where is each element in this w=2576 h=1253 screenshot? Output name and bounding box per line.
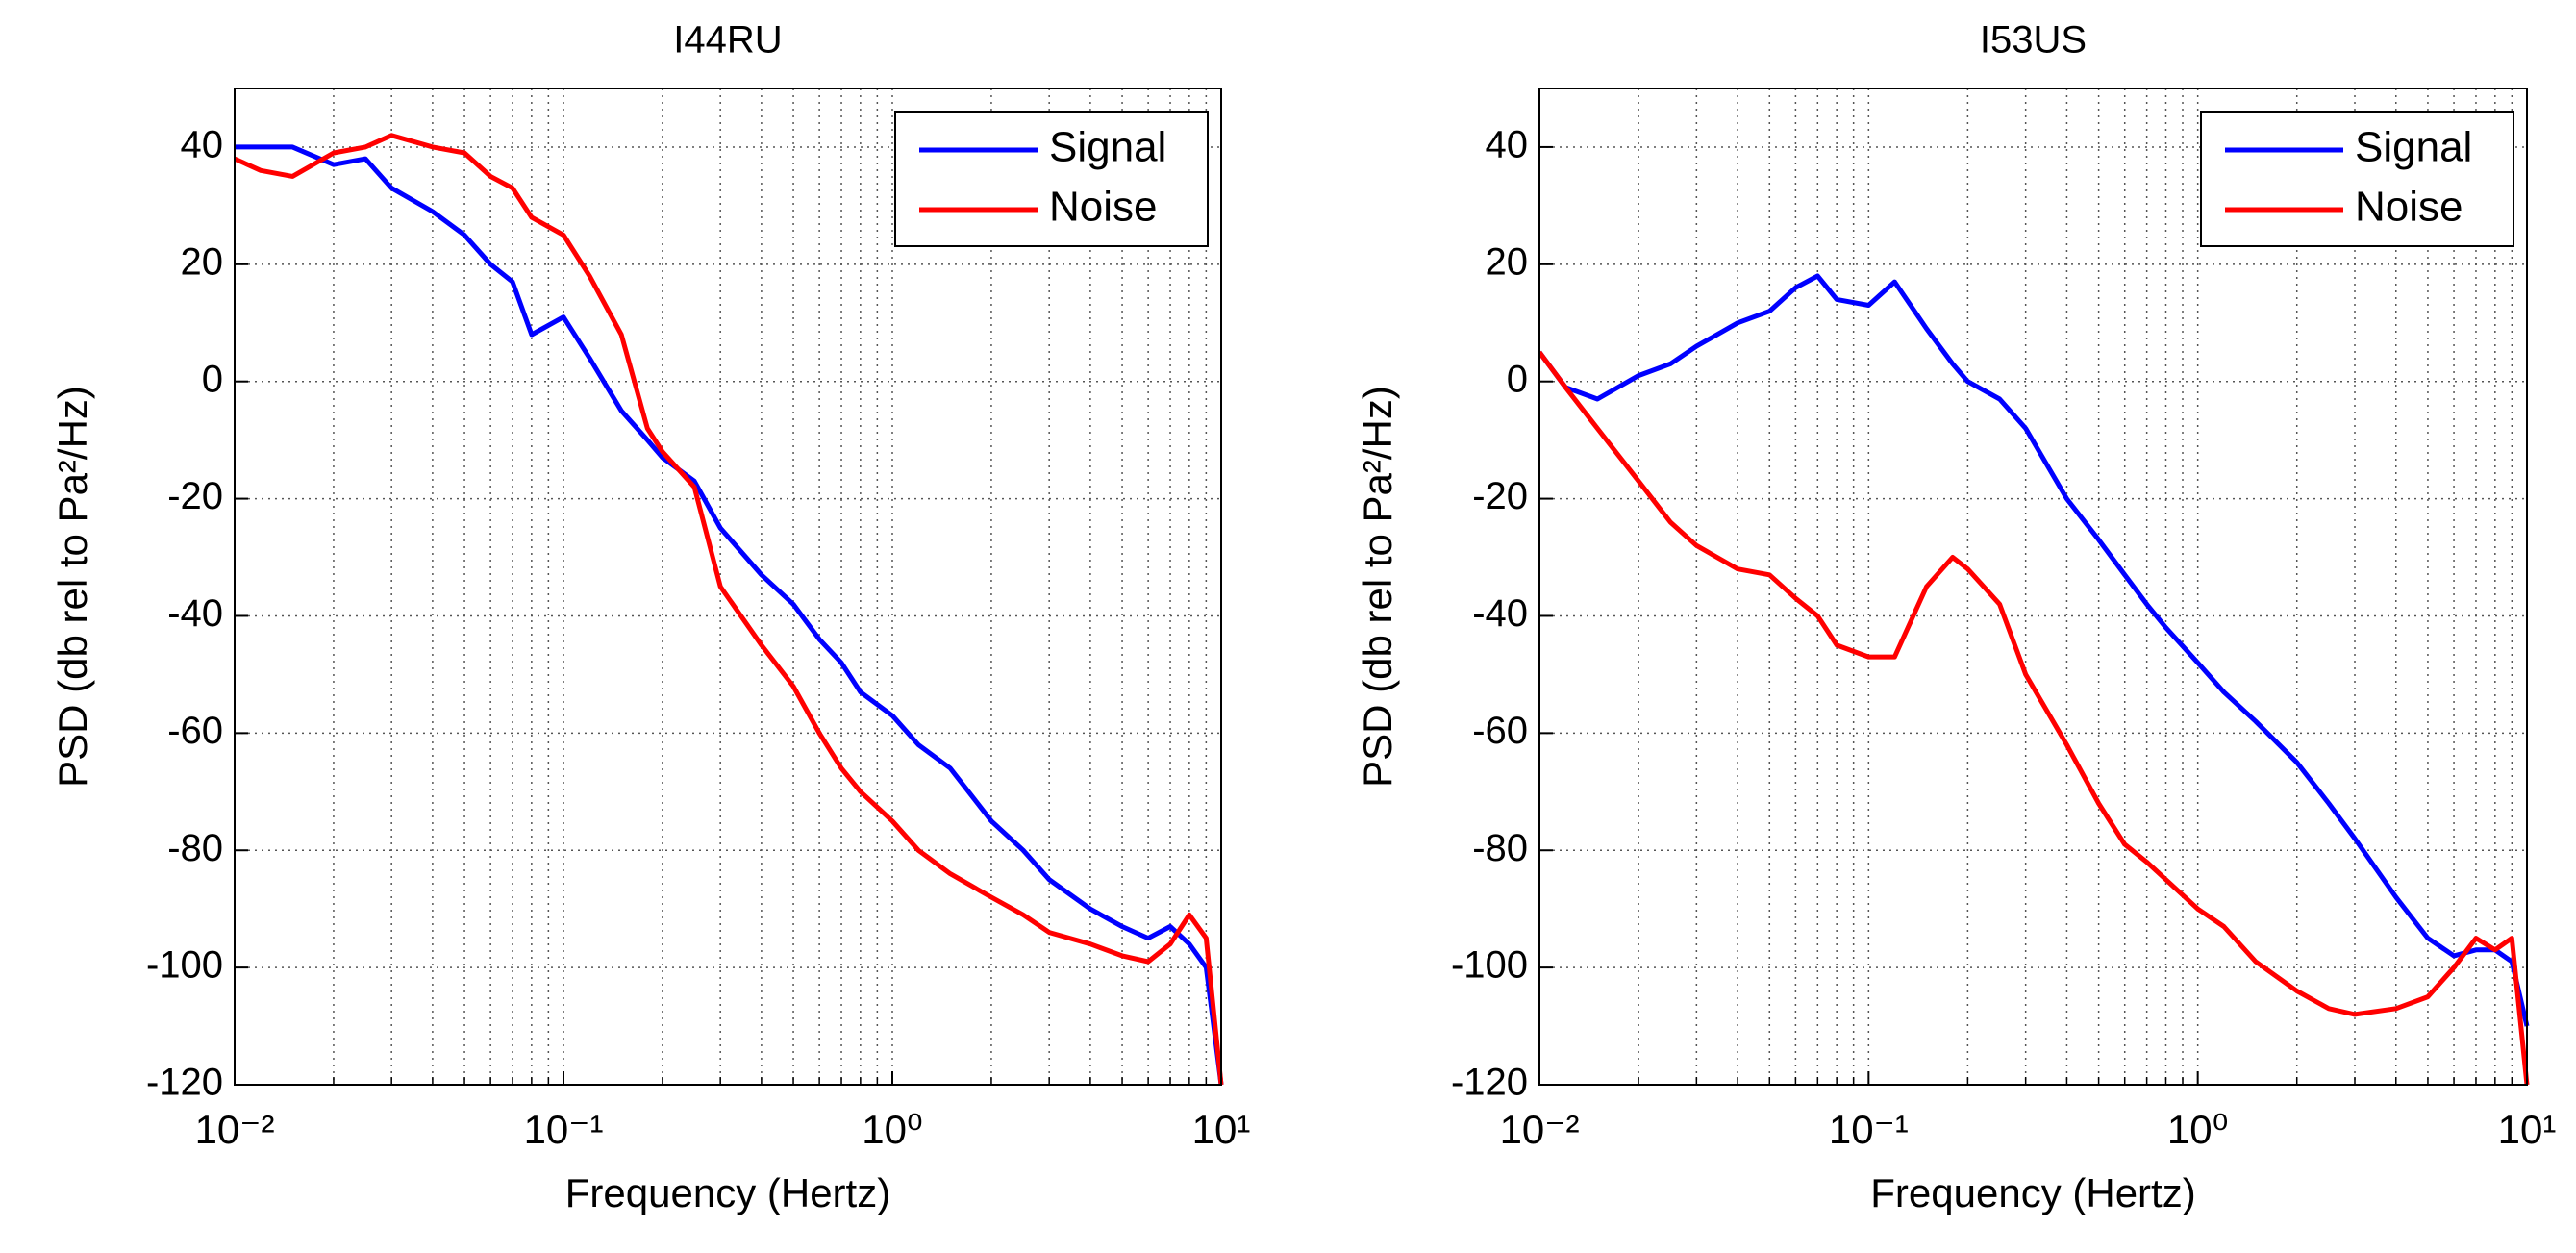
- y-tick-label: 40: [1486, 124, 1529, 166]
- y-tick-label: -100: [1451, 944, 1528, 987]
- y-tick-label: -80: [1472, 827, 1528, 869]
- series-line: [235, 144, 1224, 1086]
- plot-frame: [1538, 88, 2528, 1086]
- y-tick-label: -20: [1472, 475, 1528, 517]
- legend-label: Noise: [2355, 184, 2463, 231]
- chart-title: I44RU: [673, 19, 782, 62]
- x-tick-label: 10⁻²: [1500, 1107, 1580, 1152]
- legend-label: Signal: [2355, 124, 2472, 171]
- series-line: [1537, 273, 2530, 1027]
- y-tick-label: -20: [167, 475, 223, 517]
- y-tick-label: -120: [1451, 1062, 1528, 1104]
- series-line: [233, 133, 1224, 1086]
- y-tick-label: -60: [1472, 710, 1528, 752]
- y-tick-label: 20: [1486, 240, 1529, 283]
- series-line: [1537, 350, 2530, 1086]
- x-tick-label: 10¹: [1192, 1107, 1251, 1152]
- y-tick-label: 0: [1507, 358, 1528, 400]
- x-tick-label: 10⁰: [862, 1107, 923, 1152]
- y-tick-label: -40: [1472, 592, 1528, 635]
- y-tick-label: 20: [181, 240, 224, 283]
- x-tick-label: 10¹: [2498, 1107, 2557, 1152]
- x-tick-label: 10⁰: [2167, 1107, 2229, 1152]
- legend-box: [894, 111, 1209, 247]
- y-tick-label: -60: [167, 710, 223, 752]
- y-tick-label: -40: [167, 592, 223, 635]
- chart-panel: 10⁻² 10⁻¹ 10⁰ 10¹ 40 20 0 -20 -40 -60 -80 -100 -120 I…: [50, 19, 1250, 1216]
- x-axis-label: Frequency (Hertz): [565, 1170, 890, 1215]
- x-tick-label: 10⁻²: [195, 1107, 275, 1152]
- legend-label: Signal: [1049, 124, 1166, 171]
- y-tick-label: 40: [181, 124, 224, 166]
- x-tick-label: 10⁻¹: [524, 1107, 604, 1152]
- legend-box: [2200, 111, 2514, 247]
- chart-title: I53US: [1980, 19, 2087, 62]
- chart-panel: 10⁻² 10⁻¹ 10⁰ 10¹ 40 20 0 -20 -40 -60 -80 -100 -120 I…: [1355, 19, 2556, 1216]
- legend-label: Noise: [1049, 184, 1158, 231]
- y-tick-label: 0: [202, 358, 223, 400]
- y-tick-label: -120: [146, 1062, 223, 1104]
- x-axis-label: Frequency (Hertz): [1870, 1170, 2195, 1215]
- y-axis-label: PSD (db rel to Pa²/Hz): [50, 386, 95, 788]
- y-tick-label: -100: [146, 944, 223, 987]
- plot-frame: [234, 88, 1222, 1086]
- y-tick-label: -80: [167, 827, 223, 869]
- x-tick-label: 10⁻¹: [1829, 1107, 1909, 1152]
- y-axis-label: PSD (db rel to Pa²/Hz): [1355, 386, 1400, 788]
